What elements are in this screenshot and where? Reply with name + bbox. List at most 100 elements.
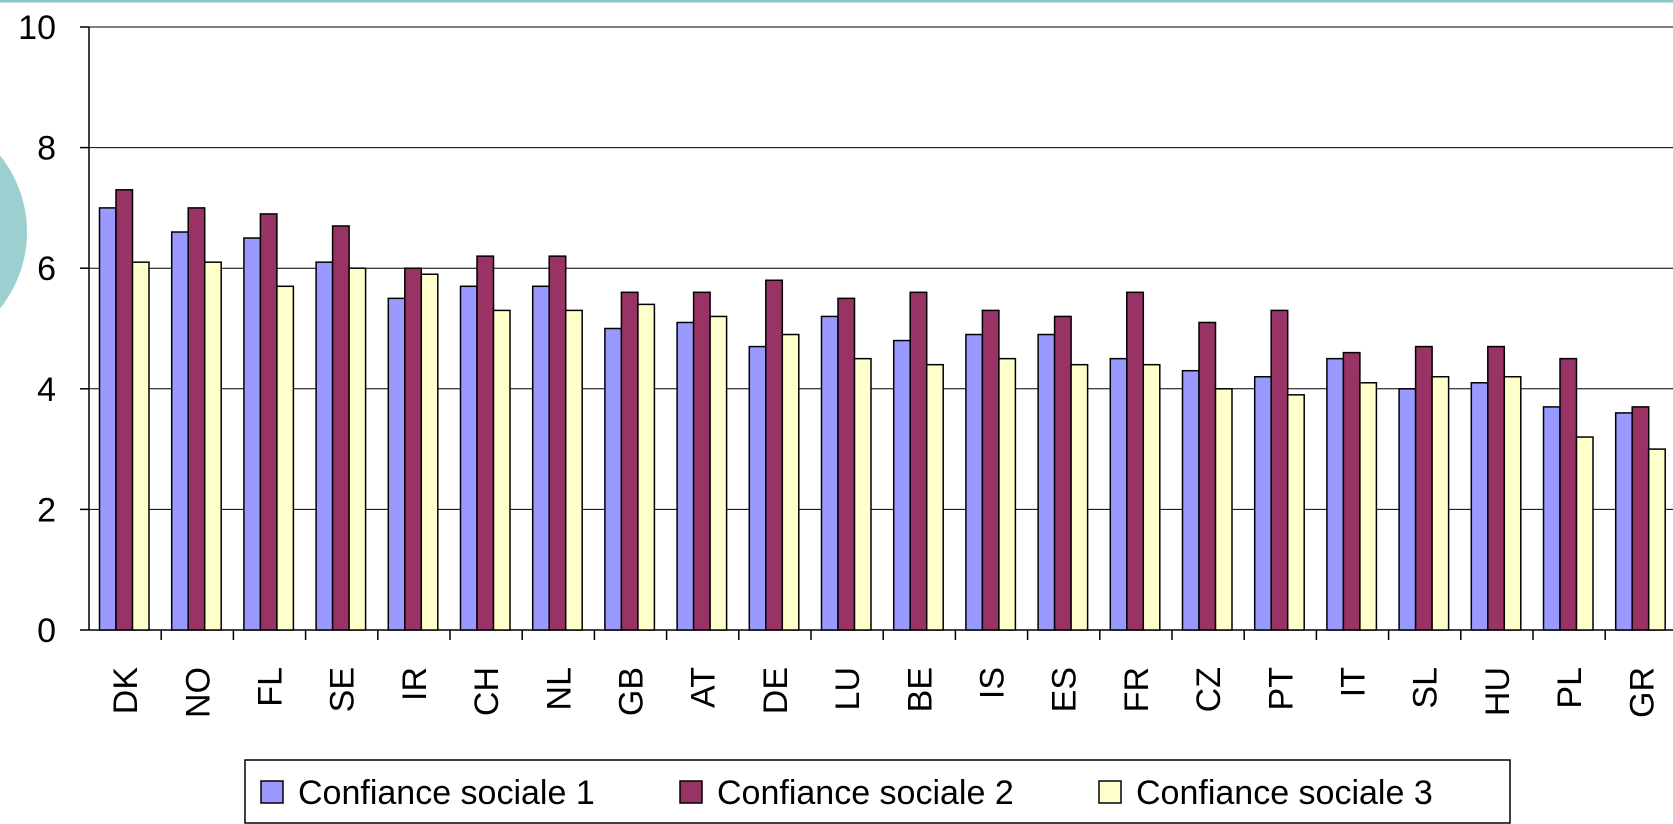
bar [837, 297, 856, 631]
x-tick-label: HU [1479, 667, 1517, 716]
bar [892, 339, 911, 631]
bar [315, 261, 334, 631]
bar [820, 315, 839, 631]
bar [1214, 388, 1233, 631]
legend-label: Confiance sociale 3 [1136, 774, 1433, 812]
bar [115, 189, 134, 631]
bar [476, 255, 495, 631]
bar [1431, 375, 1450, 631]
x-tick-label: CZ [1190, 667, 1228, 712]
bar [998, 357, 1017, 631]
bar [1142, 363, 1161, 631]
bar [548, 255, 567, 631]
y-tick-label: 6 [37, 250, 56, 288]
bar [387, 297, 406, 631]
bar [781, 333, 800, 631]
bar [203, 261, 222, 631]
y-tick-label: 4 [37, 371, 56, 409]
bar [1470, 382, 1489, 631]
bar [1326, 357, 1345, 631]
bar [676, 321, 695, 631]
y-tick-label: 0 [37, 612, 56, 650]
x-tick-label: LU [829, 667, 867, 710]
bar [604, 327, 623, 631]
decor-circle [0, 155, 27, 309]
bar [1503, 375, 1522, 631]
x-tick-label: AT [685, 667, 723, 708]
legend-swatch [260, 780, 284, 804]
bar [404, 267, 423, 631]
bar [1631, 406, 1650, 631]
x-tick-label: CH [468, 667, 506, 716]
bar [1542, 406, 1561, 631]
bar [131, 261, 150, 631]
bar [692, 291, 711, 631]
x-tick-label: GR [1623, 667, 1661, 718]
bar [98, 207, 117, 631]
x-tick-label: FL [252, 667, 290, 707]
y-tick-label: 8 [37, 130, 56, 168]
bar [1253, 375, 1272, 631]
bar [1342, 351, 1361, 631]
bar [170, 231, 189, 631]
bar [965, 333, 984, 631]
bar [1070, 363, 1089, 631]
x-tick-label: PT [1262, 667, 1300, 710]
bar [1414, 345, 1433, 631]
bar [1487, 345, 1506, 631]
x-tick-label: NO [179, 667, 217, 718]
y-tick-label: 2 [37, 491, 56, 529]
bar [459, 285, 478, 631]
bar [1359, 382, 1378, 631]
bar [1126, 291, 1145, 631]
x-tick-label: NL [540, 667, 578, 710]
bar [1614, 412, 1633, 631]
x-tick-label: IR [396, 667, 434, 701]
bar [909, 291, 928, 631]
x-tick-label: FR [1118, 667, 1156, 712]
bar [637, 303, 656, 631]
bar [420, 273, 439, 631]
bar [243, 237, 262, 631]
bar [620, 291, 639, 631]
x-tick-label: PL [1551, 667, 1589, 709]
bar [531, 285, 550, 631]
bar [1559, 357, 1578, 631]
y-tick-label: 10 [18, 9, 56, 47]
x-tick-label: SL [1407, 667, 1445, 709]
x-tick-label: BE [901, 667, 939, 712]
bar [853, 357, 872, 631]
legend-swatch [1098, 780, 1122, 804]
legend-swatch [679, 780, 703, 804]
bar [748, 345, 767, 631]
x-tick-label: DE [757, 667, 795, 714]
legend-box [244, 759, 1511, 824]
bar [492, 309, 511, 631]
x-tick-label: IS [974, 667, 1012, 699]
legend-label: Confiance sociale 2 [717, 774, 1014, 812]
bar [1037, 333, 1056, 631]
x-tick-label: ES [1046, 667, 1084, 712]
bar [1270, 309, 1289, 631]
bar [1109, 357, 1128, 631]
bar [1398, 388, 1417, 631]
x-tick-label: IT [1335, 667, 1373, 697]
bar [276, 285, 295, 631]
bar [1053, 315, 1072, 631]
bar [348, 267, 367, 631]
bar [925, 363, 944, 631]
bar [1181, 369, 1200, 631]
bar [709, 315, 728, 631]
bar [259, 213, 278, 631]
bar [1198, 321, 1217, 631]
bar [1575, 436, 1594, 631]
bar [1286, 394, 1305, 631]
x-tick-label: SE [324, 667, 362, 712]
bar [331, 225, 350, 631]
bar [765, 279, 784, 631]
bar [564, 309, 583, 631]
bar [981, 309, 1000, 631]
bar [187, 207, 206, 631]
